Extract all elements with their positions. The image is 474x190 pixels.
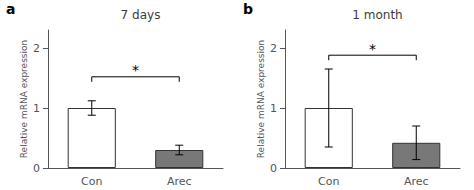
svg-text:Con: Con [81, 175, 102, 188]
svg-text:*: * [132, 62, 139, 78]
svg-text:Arec: Arec [167, 175, 192, 188]
svg-text:1 month: 1 month [352, 8, 402, 22]
svg-text:2: 2 [33, 42, 40, 55]
svg-text:b: b [243, 1, 253, 17]
svg-text:0: 0 [270, 162, 277, 175]
svg-text:2: 2 [270, 42, 277, 55]
svg-text:0: 0 [33, 162, 40, 175]
svg-text:Arec: Arec [404, 175, 429, 188]
svg-text:Con: Con [318, 175, 339, 188]
svg-text:1: 1 [33, 102, 40, 115]
svg-text:Relative mRNA expression: Relative mRNA expression [256, 40, 266, 158]
svg-text:1: 1 [270, 102, 277, 115]
svg-text:*: * [369, 41, 376, 57]
svg-text:a: a [6, 1, 15, 17]
svg-text:7 days: 7 days [121, 8, 161, 22]
svg-text:Relative mRNA expression: Relative mRNA expression [19, 40, 29, 158]
